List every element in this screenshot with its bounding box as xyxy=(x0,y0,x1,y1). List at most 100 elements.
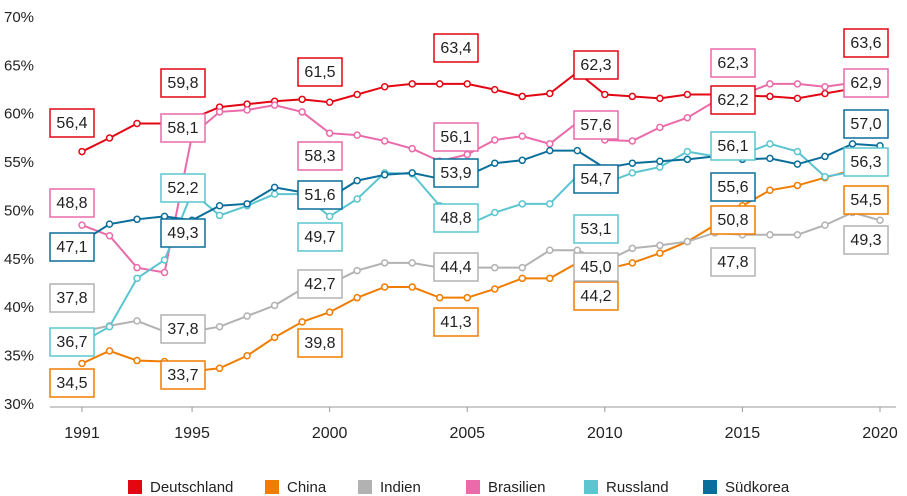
data-point xyxy=(683,237,692,246)
data-point xyxy=(380,171,389,179)
data-point xyxy=(353,90,361,99)
x-tick-label: 2000 xyxy=(312,425,348,442)
data-label: 56,1 xyxy=(717,138,748,155)
label-box xyxy=(49,232,95,262)
data-point xyxy=(133,119,141,128)
data-label: 57,6 xyxy=(580,117,611,134)
data-point xyxy=(683,90,692,99)
label-box xyxy=(49,188,95,218)
data-point xyxy=(491,85,499,94)
data-label: 62,3 xyxy=(717,55,748,72)
label-box xyxy=(160,218,206,248)
legend-swatch xyxy=(128,480,142,494)
label-box xyxy=(573,252,619,282)
data-point xyxy=(628,259,637,267)
data-label: 49,3 xyxy=(167,225,198,242)
data-point xyxy=(270,190,279,198)
label-box xyxy=(160,113,206,143)
data-label: 56,3 xyxy=(850,154,881,171)
data-point xyxy=(435,80,444,88)
label-box xyxy=(433,122,479,152)
data-label: 50,8 xyxy=(717,212,748,229)
data-point xyxy=(380,259,389,267)
data-point xyxy=(821,89,829,98)
legend-swatch xyxy=(703,480,717,494)
label-box xyxy=(573,281,619,311)
y-tick-label: 60% xyxy=(4,106,34,123)
label-box xyxy=(573,164,619,194)
y-tick-label: 35% xyxy=(4,348,34,365)
data-label: 47,1 xyxy=(56,239,87,256)
data-point xyxy=(215,322,224,331)
data-point xyxy=(270,333,279,342)
data-point xyxy=(518,132,527,140)
y-tick-label: 45% xyxy=(4,251,34,268)
data-point xyxy=(160,268,169,277)
data-point xyxy=(766,92,774,101)
data-point xyxy=(133,274,141,283)
label-box xyxy=(297,57,343,87)
label-box xyxy=(433,158,479,188)
data-label: 47,8 xyxy=(717,254,748,271)
data-point xyxy=(325,308,334,316)
label-box xyxy=(710,205,756,235)
data-label: 58,1 xyxy=(167,120,198,137)
legend-swatch xyxy=(584,480,598,494)
data-point xyxy=(628,92,637,101)
legend-label: Südkorea xyxy=(725,479,790,496)
data-point xyxy=(133,356,141,365)
data-label: 45,0 xyxy=(580,259,611,276)
data-point xyxy=(821,152,829,161)
data-label: 58,3 xyxy=(304,148,335,165)
data-point xyxy=(215,202,224,210)
y-tick-label: 70% xyxy=(4,9,34,26)
data-point xyxy=(463,293,471,302)
data-label: 34,5 xyxy=(56,375,87,392)
label-box xyxy=(843,185,889,215)
data-point xyxy=(821,221,829,229)
data-point xyxy=(628,137,637,145)
data-label: 36,7 xyxy=(56,334,87,351)
data-point xyxy=(380,137,389,145)
data-point xyxy=(105,347,114,355)
data-point xyxy=(408,144,416,153)
data-point xyxy=(105,322,114,331)
y-tick-label: 65% xyxy=(4,57,34,74)
label-box xyxy=(710,131,756,161)
label-box xyxy=(297,141,343,171)
data-point xyxy=(325,98,334,106)
data-label: 42,7 xyxy=(304,276,335,293)
data-point xyxy=(766,186,774,195)
data-point xyxy=(353,176,361,185)
data-point xyxy=(463,80,471,88)
data-point xyxy=(793,181,802,190)
data-point xyxy=(766,140,774,148)
data-label: 48,8 xyxy=(440,210,471,227)
legend-label: China xyxy=(287,479,327,496)
label-box xyxy=(843,147,889,177)
x-tick-label: 2015 xyxy=(725,425,761,442)
data-point xyxy=(518,156,527,165)
data-point xyxy=(546,140,554,148)
data-label: 62,9 xyxy=(850,75,881,92)
data-point xyxy=(243,106,251,114)
data-point xyxy=(683,155,692,164)
data-label: 59,8 xyxy=(167,75,198,92)
data-point xyxy=(766,154,774,163)
legend-swatch xyxy=(358,480,372,494)
data-point xyxy=(546,146,554,155)
data-point xyxy=(821,172,829,181)
data-point xyxy=(793,80,802,88)
data-point xyxy=(876,216,884,225)
label-box xyxy=(573,110,619,140)
data-point xyxy=(491,208,499,217)
label-box xyxy=(297,222,343,252)
data-point xyxy=(408,283,416,291)
label-box xyxy=(710,172,756,202)
data-point xyxy=(298,318,306,326)
data-point xyxy=(683,113,692,122)
x-tick-label: 1995 xyxy=(174,425,210,442)
data-point xyxy=(298,108,306,116)
data-point xyxy=(215,108,224,116)
data-label: 52,2 xyxy=(167,180,198,197)
